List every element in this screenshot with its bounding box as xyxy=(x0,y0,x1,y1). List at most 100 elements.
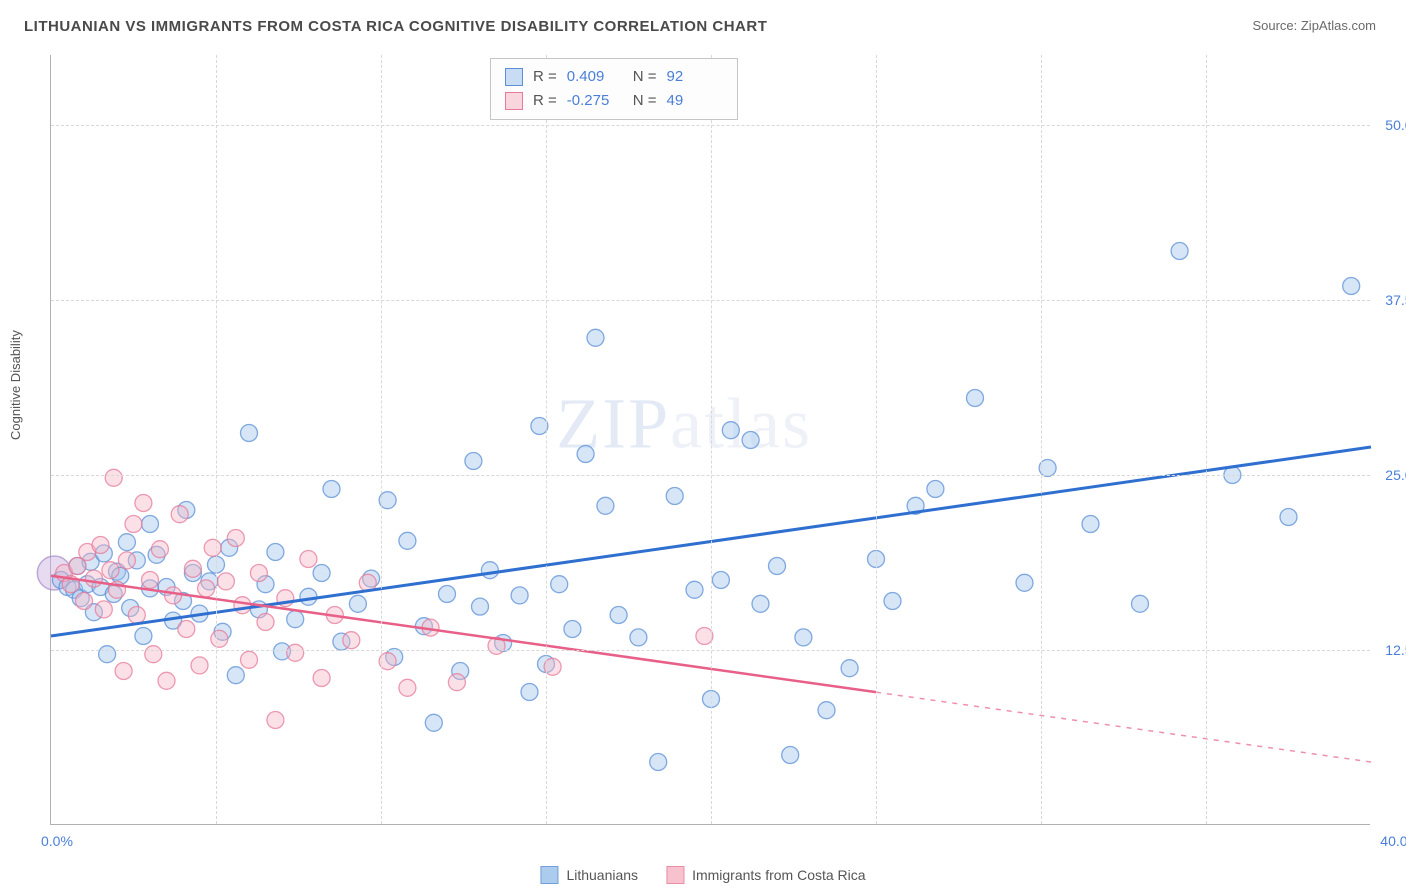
data-point-costa_rica xyxy=(399,679,416,696)
x-tick-label: 0.0% xyxy=(41,833,73,849)
data-point-lithuanians xyxy=(472,598,489,615)
data-point-lithuanians xyxy=(666,488,683,505)
source-attribution: Source: ZipAtlas.com xyxy=(1252,18,1376,33)
data-point-lithuanians xyxy=(884,593,901,610)
data-point-lithuanians xyxy=(399,532,416,549)
data-point-lithuanians xyxy=(521,684,538,701)
data-point-lithuanians xyxy=(118,534,135,551)
data-point-costa_rica xyxy=(135,495,152,512)
data-point-costa_rica xyxy=(198,580,215,597)
data-point-costa_rica xyxy=(343,632,360,649)
stat-r-value: -0.275 xyxy=(567,89,623,113)
data-point-lithuanians xyxy=(1171,243,1188,260)
gridline-vertical xyxy=(1206,55,1207,824)
data-point-lithuanians xyxy=(511,587,528,604)
data-point-costa_rica xyxy=(76,593,93,610)
data-point-lithuanians xyxy=(481,562,498,579)
data-point-costa_rica xyxy=(171,506,188,523)
plot-area: ZIPatlas 12.5%25.0%37.5%50.0%0.0%40.0% xyxy=(50,55,1370,825)
data-point-lithuanians xyxy=(577,446,594,463)
data-point-lithuanians xyxy=(142,516,159,533)
data-point-costa_rica xyxy=(145,646,162,663)
legend-swatch xyxy=(540,866,558,884)
data-point-lithuanians xyxy=(551,576,568,593)
data-point-lithuanians xyxy=(135,628,152,645)
data-point-costa_rica xyxy=(313,670,330,687)
data-point-costa_rica xyxy=(165,587,182,604)
gridline-vertical xyxy=(1041,55,1042,824)
gridline-vertical xyxy=(546,55,547,824)
data-point-costa_rica xyxy=(184,560,201,577)
data-point-lithuanians xyxy=(610,607,627,624)
stat-r-label: R = xyxy=(533,65,557,89)
data-point-costa_rica xyxy=(211,630,228,647)
data-point-lithuanians xyxy=(1132,595,1149,612)
data-point-costa_rica xyxy=(118,552,135,569)
data-point-lithuanians xyxy=(564,621,581,638)
data-point-costa_rica xyxy=(142,572,159,589)
data-point-lithuanians xyxy=(425,714,442,731)
data-point-lithuanians xyxy=(712,572,729,589)
gridline-vertical xyxy=(876,55,877,824)
data-point-lithuanians xyxy=(818,702,835,719)
data-point-lithuanians xyxy=(349,595,366,612)
data-point-lithuanians xyxy=(99,646,116,663)
data-point-costa_rica xyxy=(204,539,221,556)
data-point-lithuanians xyxy=(267,544,284,561)
data-point-costa_rica xyxy=(178,621,195,638)
data-point-costa_rica xyxy=(115,663,132,680)
gridline-vertical xyxy=(216,55,217,824)
y-axis-label: Cognitive Disability xyxy=(8,330,23,440)
data-point-costa_rica xyxy=(227,530,244,547)
stat-n-label: N = xyxy=(633,65,657,89)
data-point-lithuanians xyxy=(1016,574,1033,591)
correlation-stats-box: R =0.409N =92R =-0.275N =49 xyxy=(490,58,738,120)
gridline-vertical xyxy=(381,55,382,824)
x-tick-label: 40.0% xyxy=(1380,833,1406,849)
data-point-lithuanians xyxy=(841,660,858,677)
legend-swatch xyxy=(666,866,684,884)
legend-label: Immigrants from Costa Rica xyxy=(692,867,865,883)
data-point-costa_rica xyxy=(125,516,142,533)
gridline-vertical xyxy=(711,55,712,824)
data-point-lithuanians xyxy=(769,558,786,575)
data-point-costa_rica xyxy=(250,565,267,582)
data-point-costa_rica xyxy=(217,573,234,590)
data-point-costa_rica xyxy=(257,614,274,631)
data-point-costa_rica xyxy=(151,541,168,558)
data-point-lithuanians xyxy=(465,453,482,470)
data-point-lithuanians xyxy=(782,747,799,764)
data-point-lithuanians xyxy=(597,497,614,514)
data-point-costa_rica xyxy=(300,551,317,568)
y-tick-label: 37.5% xyxy=(1385,292,1406,308)
data-point-costa_rica xyxy=(158,672,175,689)
data-point-costa_rica xyxy=(102,562,119,579)
stat-n-value: 49 xyxy=(667,89,723,113)
stat-r-label: R = xyxy=(533,89,557,113)
data-point-lithuanians xyxy=(686,581,703,598)
data-point-costa_rica xyxy=(92,537,109,554)
data-point-lithuanians xyxy=(1280,509,1297,526)
y-tick-label: 12.5% xyxy=(1385,642,1406,658)
y-tick-label: 50.0% xyxy=(1385,117,1406,133)
series-legend: LithuaniansImmigrants from Costa Rica xyxy=(540,866,865,884)
data-point-lithuanians xyxy=(795,629,812,646)
data-point-lithuanians xyxy=(927,481,944,498)
stat-n-value: 92 xyxy=(667,65,723,89)
data-point-costa_rica xyxy=(191,657,208,674)
trend-line-dashed-costa_rica xyxy=(876,692,1371,762)
data-point-lithuanians xyxy=(650,754,667,771)
data-point-lithuanians xyxy=(742,432,759,449)
data-point-costa_rica xyxy=(241,651,258,668)
series-swatch xyxy=(505,92,523,110)
data-point-lithuanians xyxy=(1082,516,1099,533)
stat-n-label: N = xyxy=(633,89,657,113)
data-point-lithuanians xyxy=(313,565,330,582)
data-point-lithuanians xyxy=(287,611,304,628)
data-point-costa_rica xyxy=(287,644,304,661)
chart-title: LITHUANIAN VS IMMIGRANTS FROM COSTA RICA… xyxy=(24,18,767,35)
data-point-costa_rica xyxy=(267,712,284,729)
data-point-lithuanians xyxy=(967,390,984,407)
legend-item-costa_rica: Immigrants from Costa Rica xyxy=(666,866,865,884)
data-point-costa_rica xyxy=(85,570,102,587)
